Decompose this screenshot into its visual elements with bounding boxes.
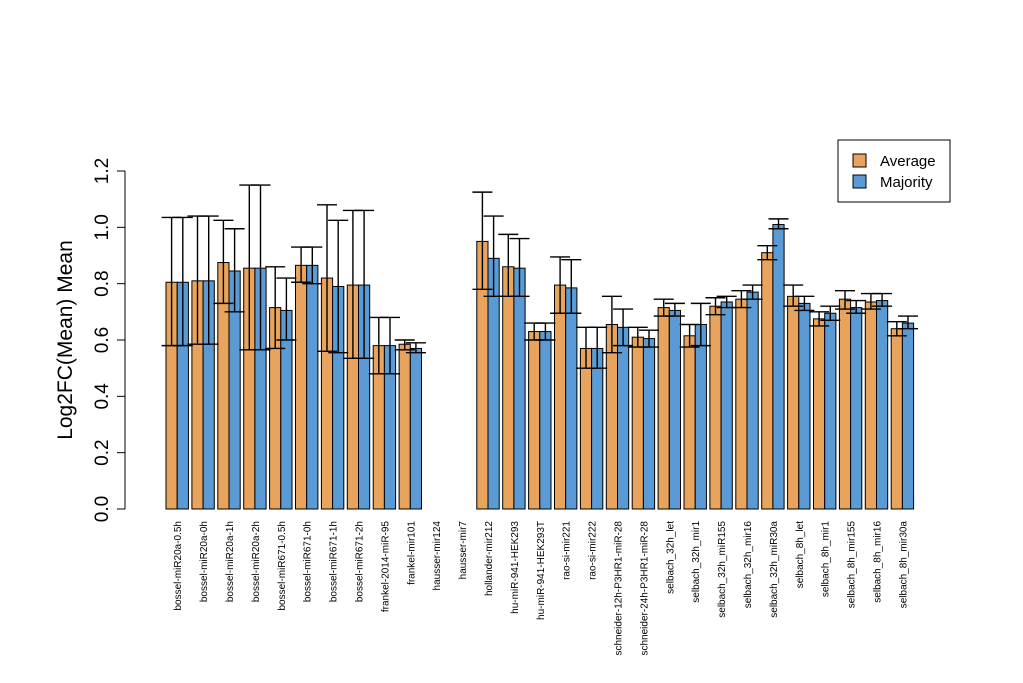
y-axis-title: Log2FC(Mean) Mean	[54, 240, 77, 440]
x-tick-label: selbach_32h_let	[665, 521, 676, 594]
x-tick-label: rao-si-mir222	[588, 521, 599, 580]
x-tick-label: selbach_32h_mir16	[743, 521, 754, 609]
bar-majority-rao-si-mir221	[565, 287, 578, 510]
bar-majority-selbach-8h-mir155	[850, 307, 863, 510]
bar-average-rao-si-mir222	[579, 347, 593, 510]
x-tick-label: bossel-miR20a-2h	[251, 521, 262, 602]
bar-majority-selbach-8h-mir30a	[901, 322, 915, 510]
x-tick-label: selbach_32h_miR155	[717, 521, 728, 618]
bar-average-hu-mir-941-hek293t	[528, 331, 541, 510]
x-tick-label: selbach_8h_let	[795, 521, 806, 588]
x-tick-label: selbach_32h_mir1	[691, 521, 702, 603]
bar-average-selbach-32h-mir16	[735, 298, 748, 510]
bar-majority-hu-mir-941-hek293t	[539, 331, 552, 510]
x-tick-label: bossel-miR671-2h	[355, 521, 366, 602]
x-tick-label: bossel-miR20a-0h	[199, 521, 210, 602]
bar-majority-hu-mir-941-hek293	[513, 267, 526, 510]
x-tick-label: schneider-24h-P3HR1-miR-28	[639, 521, 650, 656]
x-tick-label: selbach_8h_mir16	[873, 521, 884, 603]
x-tick-label: frankel-mir101	[406, 521, 417, 585]
x-tick-label: selbach_8h_mir155	[847, 521, 858, 609]
legend: Average Majority	[837, 139, 951, 203]
x-tick-label: bossel-miR20a-1h	[225, 521, 236, 602]
y-tick-label: 0.0	[92, 496, 113, 522]
legend-swatch-majority	[852, 174, 867, 189]
bar-majority-selbach-32h-mir16	[746, 291, 759, 510]
y-tick-label: 1.0	[92, 214, 113, 240]
bar-average-selbach-32h-mir1	[683, 335, 696, 510]
bar-average-selbach-32h-mir155	[709, 305, 722, 510]
bar-average-schneider-24h-p3hr1-mir-28	[631, 336, 644, 510]
bar-majority-selbach-8h-mir16	[876, 300, 889, 510]
y-tick-label: 0.2	[92, 439, 113, 465]
bar-majority-selbach-8h-mir1	[824, 312, 837, 510]
x-tick-label: bossel-miR20a-0.5h	[173, 521, 184, 611]
x-tick-label: frankel-2014-miR-95	[380, 521, 391, 613]
error-bars-group	[161, 184, 918, 375]
bar-average-frankel-mir101	[398, 343, 411, 510]
legend-box	[837, 139, 951, 203]
x-tick-label: hollander-mir212	[484, 521, 495, 596]
bar-average-rao-si-mir221	[554, 284, 567, 510]
x-tick-label: bossel-miR671-0.5h	[277, 521, 288, 611]
x-tick-label: hu-miR-941-HEK293	[510, 521, 521, 614]
x-tick-label: hausser-mir7	[458, 521, 469, 580]
bar-average-selbach-8h-mir1	[813, 318, 826, 510]
legend-label-majority: Majority	[880, 174, 933, 191]
y-tick-label: 1.2	[92, 158, 113, 184]
bar-majority-selbach-8h-let	[798, 302, 811, 510]
bar-majority-selbach-32h-mir155	[720, 301, 733, 510]
x-tick-label: rao-si-mir221	[562, 521, 573, 580]
x-tick-label: bossel-miR671-1h	[329, 521, 340, 602]
x-tick-label: selbach_8h_mir1	[821, 521, 832, 598]
y-tick-label: 0.4	[92, 383, 113, 410]
bar-average-selbach-8h-mir30a	[890, 328, 903, 510]
bar-average-bossel-mir671-0h	[295, 264, 308, 510]
x-tick-label: schneider-12h-P3HR1-miR-28	[614, 521, 625, 656]
bar-majority-selbach-32h-mir1	[694, 324, 707, 510]
x-tick-label: hu-miR-941-HEK293T	[536, 521, 547, 620]
bar-majority-schneider-12h-p3hr1-mir-28	[617, 326, 630, 510]
x-tick-label: bossel-miR671-0h	[303, 521, 314, 602]
x-tick-label: selbach_8h_mir30a	[898, 521, 909, 609]
y-tick-label: 0.6	[92, 327, 113, 353]
bar-majority-selbach-32h-mir30a	[772, 224, 785, 510]
bar-average-selbach-8h-mir16	[864, 301, 877, 510]
bar-majority-selbach-32h-let	[668, 309, 681, 510]
y-axis: 0.0 0.2 0.4 0.6 0.8 1.0 1.2	[92, 158, 126, 522]
bar-average-selbach-32h-mir30a	[761, 252, 774, 510]
bar-average-hu-mir-941-hek293	[502, 266, 515, 510]
bar-majority-frankel-mir101	[409, 347, 422, 510]
legend-swatch-average	[852, 153, 867, 168]
x-tick-label: selbach_32h_miR30a	[769, 521, 780, 618]
legend-label-average: Average	[880, 153, 936, 170]
bar-majority-schneider-24h-p3hr1-mir-28	[642, 338, 656, 510]
bar-average-selbach-32h-let	[657, 307, 670, 510]
y-tick-label: 0.8	[92, 270, 113, 296]
x-tick-label: hausser-mir124	[432, 521, 443, 591]
x-axis-labels: bossel-miR20a-0.5h bossel-miR20a-0h bossel…	[173, 521, 909, 656]
bar-majority-bossel-mir671-0h	[306, 264, 319, 510]
bar-average-selbach-8h-let	[787, 295, 800, 510]
bar-majority-rao-si-mir222	[591, 347, 604, 510]
bar-average-selbach-8h-mir155	[838, 298, 852, 510]
